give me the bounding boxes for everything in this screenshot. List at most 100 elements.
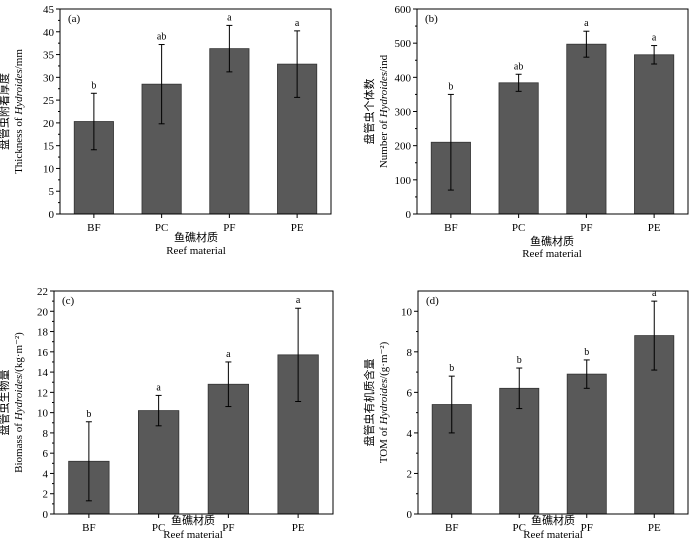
x-tick-label: PC (155, 222, 168, 234)
y-axis-label-unit: /(kg·m⁻²) (13, 332, 25, 375)
y-tick-label: 10 (401, 306, 413, 318)
significance-letter: ab (514, 61, 523, 72)
y-tick-label: 2 (407, 468, 413, 480)
y-tick-label: 14 (37, 367, 49, 379)
y-tick-label: 18 (37, 327, 49, 339)
y-tick-label: 500 (395, 38, 412, 50)
significance-letter: a (584, 18, 589, 29)
y-tick-label: 0 (49, 209, 55, 221)
y-axis-label-species: Hydroides (13, 69, 25, 115)
chart-panel-a: b BF ab PC a PF a PE 0 5 10 15 20 25 30 35 40 45 (a) 盘管虫附着厚… (0, 4, 332, 257)
y-tick-label: 20 (43, 118, 55, 130)
significance-letter: b (449, 363, 454, 374)
x-tick-label: PC (513, 522, 526, 534)
chart-panel-d: b BF b PC b PF a PE 0 2 4 6 8 10 (d) 盘管虫有机质含量 TOM of Hyd… (362, 288, 689, 541)
y-tick-label: 0 (407, 509, 413, 521)
y-axis-label-en: Biomass of Hydroides/(kg·m⁻²) (13, 332, 25, 473)
y-tick-label: 40 (43, 27, 55, 39)
y-axis-label-unit: /mm (13, 49, 25, 70)
y-axis-label-en: Number of Hydroides/ind (378, 54, 390, 168)
bar-PF (566, 373, 607, 515)
y-axis-label-en: Thickness of Hydroides/mm (13, 49, 25, 174)
y-axis-label-prefix: Number of (378, 117, 390, 168)
y-axis-label-prefix: TOM of (378, 424, 390, 463)
significance-letter: a (156, 382, 161, 393)
panel-label: (b) (425, 13, 438, 25)
significance-letter: a (226, 349, 231, 360)
y-tick-label: 12 (37, 387, 48, 399)
y-tick-label: 8 (407, 347, 413, 359)
x-axis-label-cn: 鱼礁材质 (171, 513, 215, 527)
y-tick-label: 4 (43, 468, 49, 480)
x-axis-label-cn: 鱼礁材质 (174, 230, 218, 244)
x-tick-label: PE (648, 522, 661, 534)
y-axis-label-unit: /(g·m⁻²) (378, 341, 390, 379)
y-axis-label-cn: 盘管虫附着厚度 (0, 73, 11, 150)
y-tick-label: 22 (37, 286, 48, 298)
y-axis-label-prefix: Thickness of (13, 115, 25, 174)
y-tick-label: 10 (43, 163, 55, 175)
x-tick-label: PE (292, 522, 305, 534)
y-axis-label-cn: 盘管虫个体数 (362, 79, 376, 145)
significance-letter: b (91, 80, 96, 91)
y-tick-label: 6 (43, 448, 49, 460)
y-tick-label: 5 (49, 186, 55, 198)
x-tick-label: PE (648, 222, 661, 234)
x-axis-label-en: Reef material (523, 529, 583, 541)
panel-label: (d) (426, 295, 439, 307)
y-axis-label-unit: /ind (378, 54, 390, 72)
y-tick-label: 10 (37, 408, 49, 420)
y-axis-label-species: Hydroides (378, 379, 390, 425)
y-tick-label: 35 (43, 50, 55, 62)
y-tick-label: 300 (395, 107, 412, 119)
x-tick-label: BF (82, 522, 95, 534)
y-tick-label: 2 (43, 489, 49, 501)
significance-letter: a (295, 18, 300, 29)
significance-letter: b (86, 409, 91, 420)
significance-letter: b (448, 81, 453, 92)
significance-letter: a (227, 12, 232, 23)
significance-letter: a (296, 295, 301, 306)
x-tick-label: BF (87, 222, 100, 234)
y-axis-label-en: TOM of Hydroides/(g·m⁻²) (378, 341, 390, 463)
x-tick-label: PC (512, 222, 525, 234)
x-tick-label: PF (223, 222, 235, 234)
panel-label: (c) (62, 295, 75, 307)
y-tick-label: 45 (43, 4, 55, 16)
panel-label: (a) (68, 13, 81, 25)
y-axis-label-species: Hydroides (13, 375, 25, 421)
significance-letter: b (584, 347, 589, 358)
y-tick-label: 25 (43, 95, 55, 107)
x-tick-label: PC (152, 522, 165, 534)
x-tick-label: PF (222, 522, 234, 534)
y-tick-label: 200 (395, 141, 412, 153)
bar-PE (634, 54, 675, 215)
y-tick-label: 6 (407, 387, 413, 399)
y-tick-label: 20 (37, 306, 49, 318)
chart-panel-b: b BF ab PC a PF a PE 0 100 200 300 400 500 600 (b) 盘管虫个体… (362, 4, 689, 260)
bar-PF (566, 43, 607, 215)
x-tick-label: PE (291, 222, 304, 234)
significance-letter: b (517, 355, 522, 366)
bar-PC (499, 387, 540, 515)
y-tick-label: 15 (43, 141, 55, 153)
y-tick-label: 100 (395, 175, 412, 187)
significance-letter: ab (157, 32, 166, 43)
y-tick-label: 16 (37, 347, 49, 359)
x-axis-label-en: Reef material (166, 245, 226, 257)
x-tick-label: PF (580, 222, 592, 234)
y-tick-label: 600 (395, 4, 412, 16)
y-axis-label-species: Hydroides (378, 72, 390, 118)
x-tick-label: BF (444, 222, 457, 234)
x-axis-label-en: Reef material (522, 248, 582, 260)
y-tick-label: 0 (406, 209, 412, 221)
x-axis-label-en: Reef material (163, 529, 223, 541)
significance-letter: a (652, 33, 657, 44)
x-tick-label: BF (445, 522, 458, 534)
y-tick-label: 30 (43, 72, 55, 84)
significance-letter: a (652, 288, 657, 299)
plot-frame (417, 290, 689, 515)
chart-panel-c: b BF a PC a PF a PE 0 2 4 6 8 10 12 14 16 18 20 22 (c) 盘管虫生物量… (0, 286, 334, 541)
